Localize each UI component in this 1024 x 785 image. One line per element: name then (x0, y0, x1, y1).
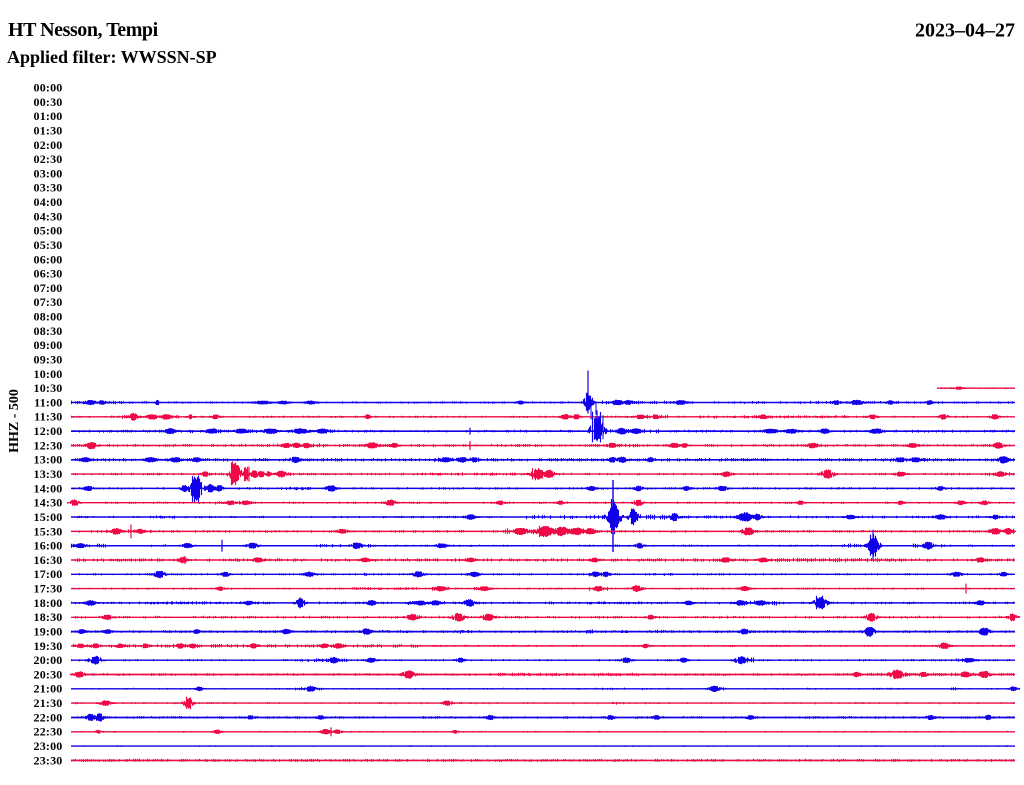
svg-text:17:30: 17:30 (34, 582, 63, 596)
svg-text:16:00: 16:00 (34, 539, 63, 553)
svg-text:00:30: 00:30 (34, 95, 63, 109)
svg-text:20:30: 20:30 (34, 667, 63, 681)
svg-text:06:00: 06:00 (34, 252, 63, 266)
svg-text:18:00: 18:00 (34, 596, 63, 610)
svg-text:15:30: 15:30 (34, 524, 63, 538)
svg-text:15:00: 15:00 (34, 510, 63, 524)
svg-text:12:00: 12:00 (34, 424, 63, 438)
svg-text:03:00: 03:00 (34, 166, 63, 180)
svg-text:05:30: 05:30 (34, 238, 63, 252)
svg-text:09:00: 09:00 (34, 338, 63, 352)
svg-text:14:30: 14:30 (34, 496, 63, 510)
svg-text:02:30: 02:30 (34, 152, 63, 166)
svg-text:06:30: 06:30 (34, 267, 63, 281)
svg-text:00:00: 00:00 (34, 81, 63, 95)
svg-text:21:30: 21:30 (34, 696, 63, 710)
svg-text:Applied filter: WWSSN-SP: Applied filter: WWSSN-SP (7, 47, 217, 67)
svg-text:10:00: 10:00 (34, 367, 63, 381)
svg-text:21:00: 21:00 (34, 682, 63, 696)
svg-text:05:00: 05:00 (34, 224, 63, 238)
svg-text:01:00: 01:00 (34, 109, 63, 123)
svg-text:13:30: 13:30 (34, 467, 63, 481)
svg-text:09:30: 09:30 (34, 353, 63, 367)
svg-text:14:00: 14:00 (34, 481, 63, 495)
svg-text:20:00: 20:00 (34, 653, 63, 667)
svg-text:19:30: 19:30 (34, 639, 63, 653)
svg-text:08:30: 08:30 (34, 324, 63, 338)
svg-text:18:30: 18:30 (34, 610, 63, 624)
svg-text:2023–04–27: 2023–04–27 (915, 20, 1015, 42)
svg-text:04:30: 04:30 (34, 209, 63, 223)
svg-text:23:30: 23:30 (34, 753, 63, 767)
svg-text:22:00: 22:00 (34, 710, 63, 724)
svg-text:03:30: 03:30 (34, 181, 63, 195)
svg-text:10:30: 10:30 (34, 381, 63, 395)
svg-text:22:30: 22:30 (34, 725, 63, 739)
svg-text:11:30: 11:30 (34, 410, 62, 424)
svg-text:08:00: 08:00 (34, 310, 63, 324)
svg-text:07:00: 07:00 (34, 281, 63, 295)
svg-text:HHZ - 500: HHZ - 500 (7, 389, 22, 453)
svg-text:13:00: 13:00 (34, 453, 63, 467)
svg-text:12:30: 12:30 (34, 438, 63, 452)
svg-text:17:00: 17:00 (34, 567, 63, 581)
svg-text:16:30: 16:30 (34, 553, 63, 567)
svg-text:07:30: 07:30 (34, 295, 63, 309)
svg-text:11:00: 11:00 (34, 395, 62, 409)
svg-text:HT Nesson, Tempi: HT Nesson, Tempi (8, 19, 159, 41)
svg-text:23:00: 23:00 (34, 739, 63, 753)
svg-text:19:00: 19:00 (34, 625, 63, 639)
svg-text:01:30: 01:30 (34, 123, 63, 137)
svg-text:02:00: 02:00 (34, 138, 63, 152)
svg-text:04:00: 04:00 (34, 195, 63, 209)
